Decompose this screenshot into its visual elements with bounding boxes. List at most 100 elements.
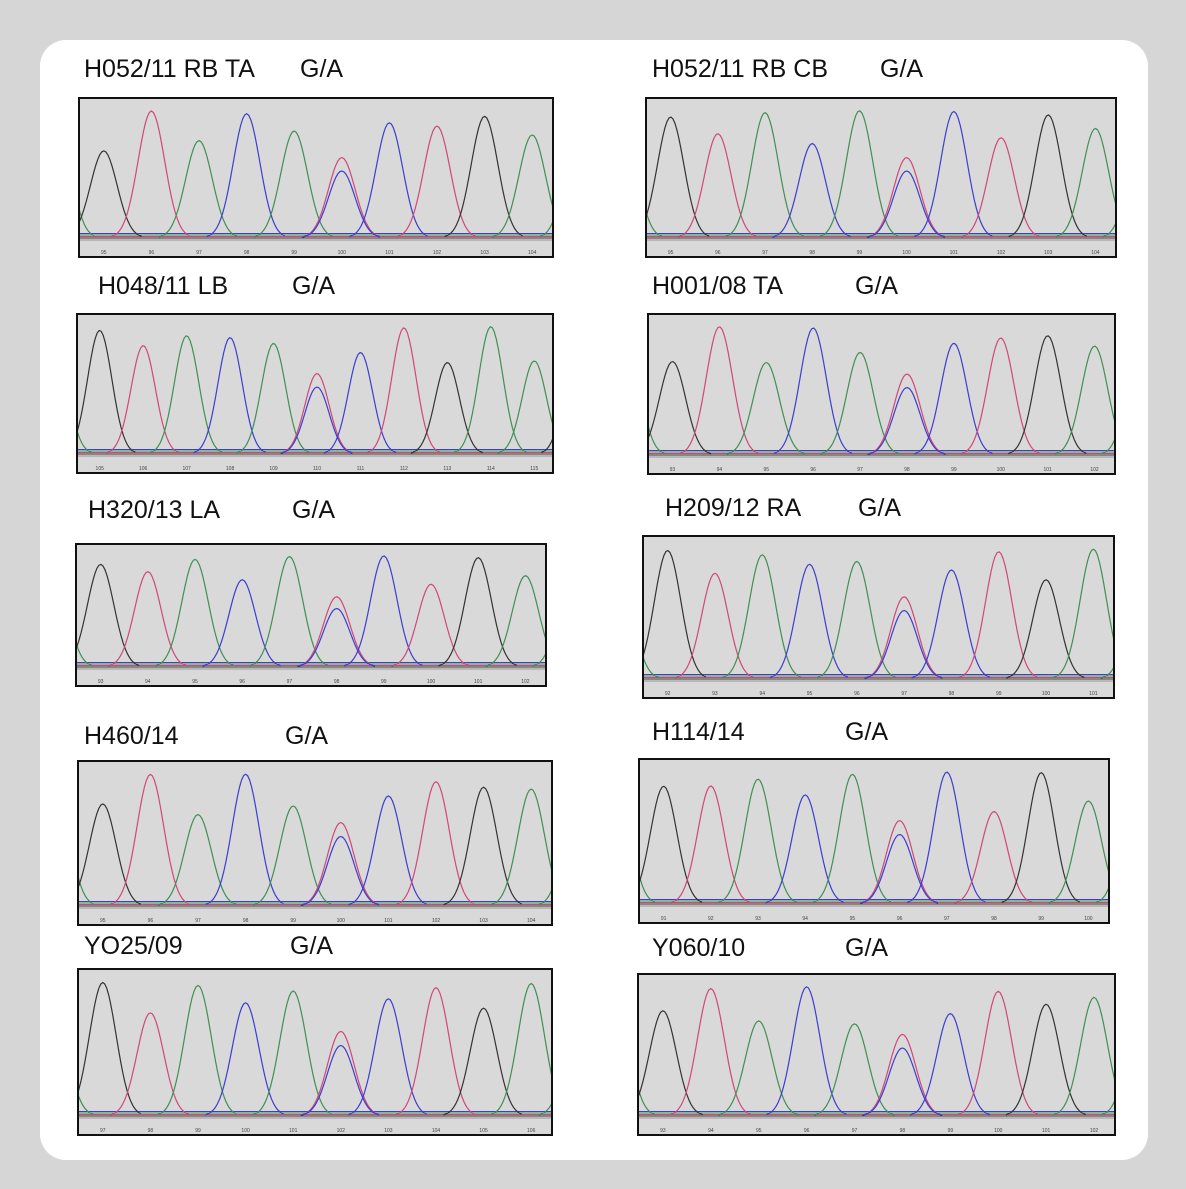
peak (391, 584, 469, 666)
position-label: 107 (182, 466, 191, 472)
genotype-label: G/A (285, 722, 328, 751)
position-label: 104 (1091, 250, 1100, 256)
peak (396, 782, 474, 905)
genotype-label: G/A (845, 718, 888, 747)
sample-label: H048/11 LB (98, 272, 228, 301)
position-label: 100 (337, 918, 346, 924)
position-label: 113 (443, 466, 451, 472)
peak (1096, 776, 1110, 903)
position-label: 95 (756, 1128, 762, 1134)
position-label: 94 (802, 916, 808, 922)
page: {"panels": [ {"sample": "H052/11 RB TA",… (0, 0, 1186, 1189)
peak (155, 559, 233, 665)
peak (150, 336, 222, 453)
position-label: 95 (807, 691, 813, 697)
peak (647, 362, 711, 454)
position-label: 102 (1090, 1128, 1099, 1134)
position-label: 99 (195, 1128, 201, 1134)
peak (367, 328, 439, 453)
peak (642, 584, 659, 678)
position-label: 94 (717, 467, 723, 473)
chromatogram: 919293949596979899100 (638, 758, 1110, 924)
peak (645, 125, 662, 237)
peak (821, 353, 899, 454)
peak (1002, 773, 1080, 903)
position-label: 92 (665, 691, 671, 697)
position-label: 99 (948, 1128, 954, 1134)
peak (719, 1021, 799, 1115)
peak (206, 774, 284, 904)
position-label: 98 (334, 679, 340, 685)
peak (867, 158, 945, 238)
genotype-label: G/A (845, 934, 888, 963)
peak (498, 361, 554, 453)
position-label: 95 (101, 250, 107, 256)
sample-label: H209/12 RA (665, 494, 801, 523)
position-label: 100 (997, 467, 1006, 473)
peak (678, 134, 756, 237)
position-label: 96 (897, 916, 903, 922)
position-label: 100 (427, 679, 436, 685)
position-label: 93 (755, 916, 761, 922)
position-label: 93 (660, 1128, 666, 1134)
peak (642, 551, 706, 678)
position-label: 96 (810, 467, 816, 473)
peak (959, 552, 1037, 678)
position-label: 100 (902, 250, 911, 256)
peak (75, 565, 92, 666)
position-label: 105 (479, 1128, 488, 1134)
position-label: 91 (661, 916, 667, 922)
position-label: 108 (226, 466, 235, 472)
position-label: 112 (400, 466, 408, 472)
peak (1102, 330, 1116, 453)
position-label: 97 (100, 1128, 106, 1134)
position-label: 105 (96, 466, 105, 472)
position-label: 94 (759, 691, 765, 697)
position-label: 96 (854, 691, 860, 697)
sample-label: H114/14 (652, 718, 745, 747)
position-label: 95 (668, 250, 674, 256)
peak (1008, 336, 1086, 454)
position-label: 102 (997, 250, 1006, 256)
position-label: 99 (1038, 916, 1044, 922)
peak (675, 573, 753, 678)
sample-label: H320/13 LA (88, 496, 220, 525)
position-label: 98 (809, 250, 815, 256)
peak (541, 328, 554, 452)
peak (207, 114, 285, 237)
position-label: 96 (148, 918, 154, 924)
peak (439, 558, 517, 666)
position-label: 106 (139, 466, 148, 472)
position-label: 97 (287, 679, 293, 685)
peak (77, 804, 141, 905)
position-label: 101 (1043, 467, 1052, 473)
peak (110, 774, 188, 904)
position-label: 101 (1089, 691, 1098, 697)
position-label: 98 (148, 1128, 154, 1134)
peak (111, 111, 189, 237)
peak (645, 117, 709, 237)
sample-label: H460/14 (84, 722, 179, 751)
position-label: 97 (901, 691, 907, 697)
peak (671, 786, 749, 903)
position-label: 96 (715, 250, 721, 256)
position-label: 101 (474, 679, 483, 685)
genotype-label: G/A (300, 55, 343, 84)
position-label: 104 (432, 1128, 441, 1134)
peak (671, 989, 751, 1115)
position-label: 99 (996, 691, 1002, 697)
peak (77, 1024, 93, 1115)
peak (491, 984, 553, 1115)
genotype-label: G/A (292, 496, 335, 525)
position-label: 94 (708, 1128, 714, 1134)
position-label: 96 (149, 250, 155, 256)
peak (301, 823, 379, 906)
peak (718, 779, 796, 902)
position-label: 115 (530, 466, 538, 472)
peak (349, 123, 427, 237)
peak (77, 983, 141, 1115)
position-label: 97 (944, 916, 950, 922)
